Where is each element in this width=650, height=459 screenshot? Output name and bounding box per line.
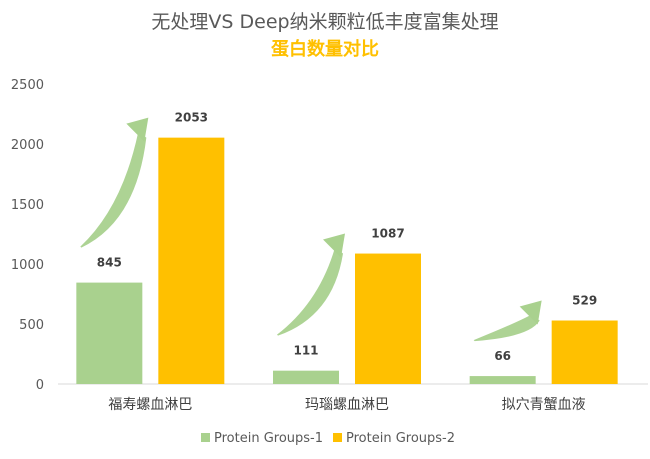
y-tick-label: 500 (19, 318, 44, 333)
bar (76, 282, 143, 384)
bar (355, 253, 421, 384)
bar (273, 370, 339, 384)
chart-title: 无处理VS Deep纳米颗粒低丰度富集处理 (151, 11, 498, 33)
y-tick-label: 1500 (11, 198, 44, 213)
y-tick-label: 1000 (11, 258, 44, 273)
bar-series (76, 137, 618, 384)
category-label: 福寿螺血淋巴 (108, 396, 192, 413)
y-axis: 0 500 1000 1500 2000 2500 (11, 78, 648, 393)
data-label: 111 (293, 344, 318, 358)
trend-arrows (80, 117, 542, 342)
legend-swatch (333, 433, 342, 442)
x-axis-categories: 福寿螺血淋巴 玛瑙螺血淋巴 拟穴青蟹血液 (108, 396, 585, 413)
legend-label: Protein Groups-1 (214, 431, 323, 446)
legend-label: Protein Groups-2 (346, 431, 455, 446)
data-label: 1087 (371, 227, 404, 241)
data-label: 529 (572, 294, 597, 308)
data-label: 66 (494, 349, 511, 363)
legend: Protein Groups-1 Protein Groups-2 (201, 431, 455, 446)
category-label: 拟穴青蟹血液 (502, 397, 586, 413)
y-tick-label: 2000 (11, 138, 44, 153)
trend-arrow (473, 300, 542, 342)
legend-item: Protein Groups-2 (333, 431, 455, 446)
legend-swatch (201, 433, 210, 442)
category-label: 玛瑙螺血淋巴 (305, 397, 389, 413)
bar (158, 137, 225, 384)
trend-arrow (80, 117, 149, 248)
chart-subtitle: 蛋白数量对比 (271, 38, 379, 60)
data-label: 845 (97, 256, 122, 270)
data-label: 2053 (175, 111, 208, 125)
y-tick-label: 2500 (11, 78, 44, 93)
legend-item: Protein Groups-1 (201, 431, 323, 446)
bar (469, 376, 536, 384)
data-labels: 845 2053 111 1087 66 529 (97, 111, 597, 363)
trend-arrow (277, 233, 345, 336)
bar (551, 320, 618, 384)
y-tick-label: 0 (36, 378, 44, 393)
